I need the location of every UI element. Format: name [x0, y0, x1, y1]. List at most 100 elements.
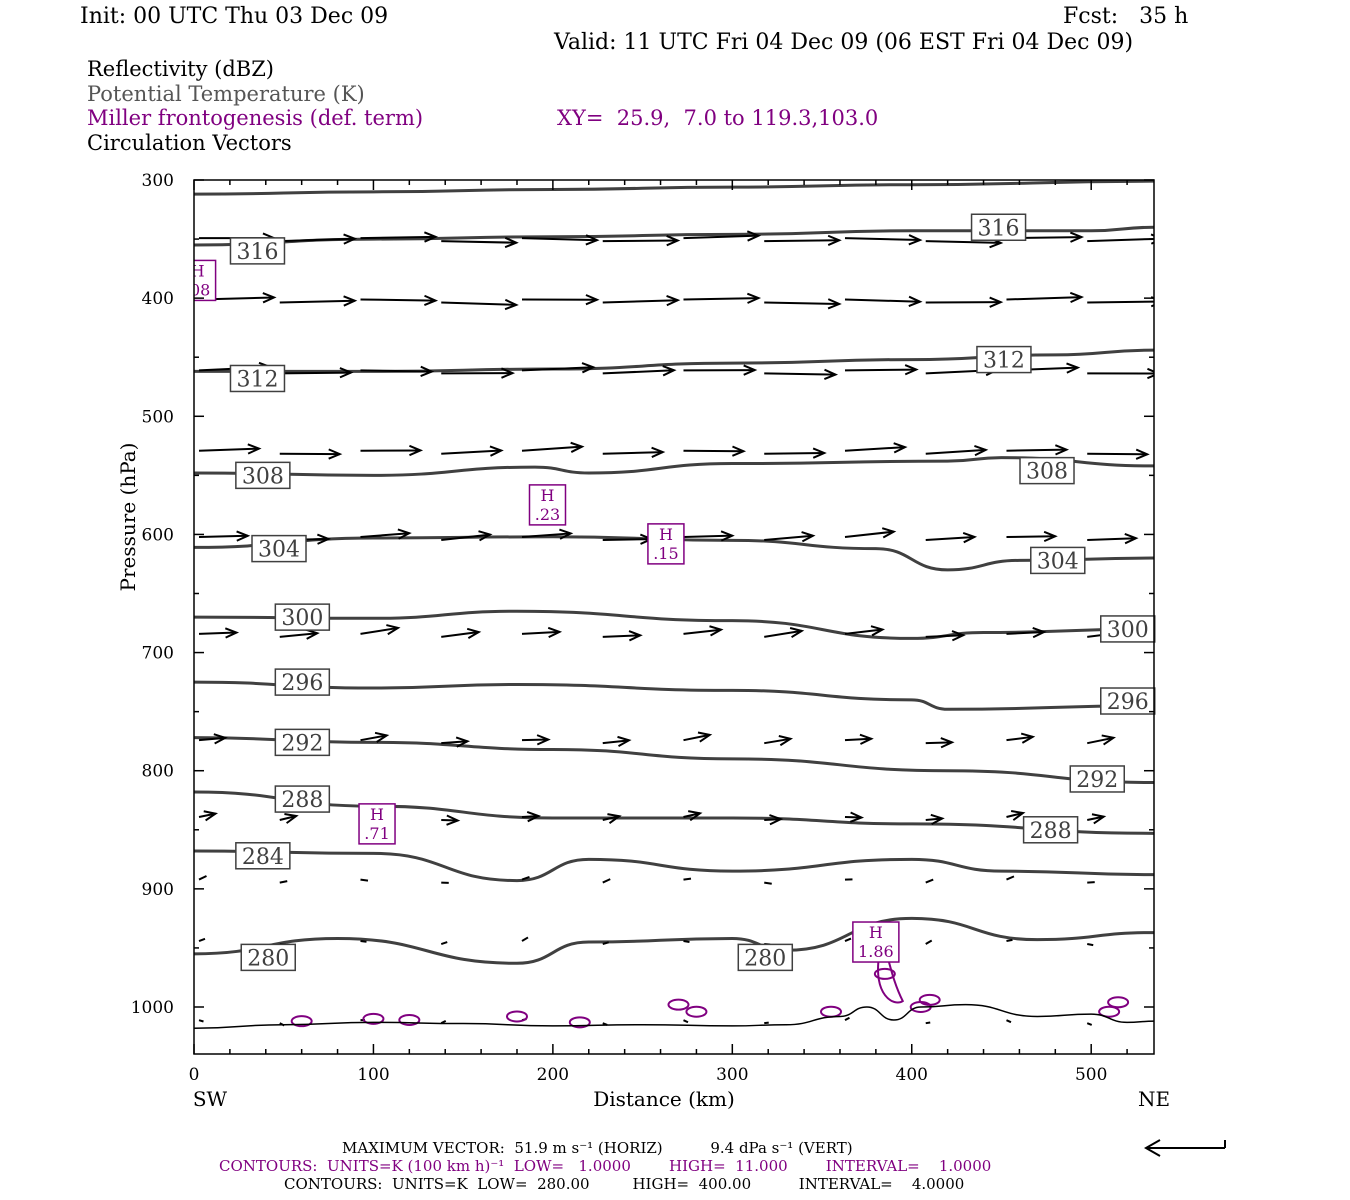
- theta-label: 288: [1022, 816, 1079, 844]
- frontogenesis-max-box: H1.86: [852, 921, 900, 963]
- vector-arrow: [764, 881, 772, 885]
- vector-arrow: [683, 530, 735, 542]
- theta-label-text: 292: [281, 731, 323, 756]
- vector-arrow: [925, 296, 1004, 308]
- vector-arrow: [1006, 291, 1085, 304]
- vector-arrow: [1087, 533, 1139, 545]
- vector-arrow: [521, 234, 600, 246]
- vector-arrow: [279, 448, 343, 460]
- frontogenesis-contour: [1107, 996, 1130, 1009]
- theta-label: 280: [737, 943, 794, 971]
- vector-arrow: [198, 530, 251, 542]
- vector-arrow: [198, 1019, 204, 1023]
- y-tick-label: 800: [142, 762, 174, 782]
- theta-label: 312: [976, 345, 1032, 374]
- vector-arrow: [844, 1016, 850, 1022]
- vector-arrow: [1006, 1019, 1012, 1024]
- frontogenesis-contour: [918, 993, 941, 1006]
- theta-label: 304: [1030, 546, 1086, 574]
- vector-arrow: [925, 444, 989, 457]
- vector-arrow: [844, 937, 852, 942]
- theta-label: 304: [251, 534, 307, 563]
- vector-arrow: [925, 737, 955, 749]
- vector-arrow: [441, 530, 493, 542]
- vector-arrow: [1006, 444, 1070, 456]
- theta-label-text: 288: [1030, 819, 1072, 844]
- terrain-line: [194, 1003, 1154, 1030]
- theta-label-text: 316: [236, 240, 278, 265]
- vector-arrow: [683, 445, 747, 457]
- vector-arrow: [360, 528, 412, 540]
- theta-label-text: 296: [281, 671, 323, 696]
- vector-arrow: [764, 531, 816, 543]
- legend-miller: Miller frontogenesis (def. term): [87, 106, 424, 130]
- frontogenesis-max-h: H: [191, 261, 205, 280]
- theta-label: 316: [970, 213, 1027, 241]
- theta-labels: 316 316 312 312 308 308 304 304 300 300 296 296 292 2…: [229, 213, 1156, 971]
- vector-arrow: [521, 811, 542, 823]
- theta-contour-300: [194, 609, 1154, 640]
- vector-arrow: [844, 295, 923, 307]
- frontogenesis-contour: [398, 1013, 421, 1026]
- frontogenesis-contour: [873, 967, 896, 980]
- footer-max-vector: MAXIMUM VECTOR: 51.9 m s⁻¹ (HORIZ) 9.4 d…: [342, 1139, 853, 1157]
- frontogenesis-contour: [820, 1005, 843, 1018]
- vector-arrow: [279, 880, 288, 884]
- y-tick-label: 700: [142, 644, 174, 664]
- vector-arrow: [1087, 448, 1150, 460]
- vector-arrow: [602, 294, 681, 307]
- theta-label: 308: [235, 461, 291, 489]
- theta-label-text: 296: [1107, 690, 1149, 715]
- vector-arrow: [1086, 1022, 1093, 1026]
- vector-arrow: [764, 814, 784, 826]
- vector-arrow: [441, 445, 504, 457]
- theta-label-text: 280: [744, 946, 786, 971]
- vector-arrow: [279, 233, 358, 245]
- theta-label-text: 288: [281, 788, 323, 813]
- vector-arrow: [602, 813, 622, 825]
- vector-arrow: [521, 936, 529, 942]
- y-axis-label: Pressure (hPa): [116, 443, 140, 592]
- frontogenesis-contour: [290, 1015, 313, 1028]
- plot-frame: [193, 179, 1155, 1055]
- legend-vectors: Circulation Vectors: [87, 131, 292, 155]
- frontogenesis-max-h: H: [541, 486, 555, 505]
- vector-arrow: [844, 442, 908, 454]
- vector-arrow: [925, 630, 966, 642]
- vector-arrow: [925, 813, 945, 826]
- vector-arrow: [844, 625, 886, 637]
- theta-label-text: 308: [242, 464, 284, 489]
- vector-arrow: [764, 368, 839, 380]
- frontogenesis-contour: [667, 998, 690, 1011]
- theta-label-text: 312: [983, 349, 1025, 374]
- vector-arrow: [441, 298, 519, 311]
- theta-contours: [194, 180, 1154, 965]
- theta-label: 292: [1069, 765, 1126, 793]
- vector-arrow: [360, 940, 367, 943]
- vector-arrow: [521, 734, 551, 746]
- frontogenesis-contour: [568, 1016, 591, 1029]
- vector-arrow: [602, 446, 666, 458]
- theta-contour-280: [194, 916, 1154, 965]
- vector-arrow: [683, 1019, 689, 1024]
- theta-contour-292: [194, 736, 1154, 785]
- frontogenesis-max-value: .71: [364, 824, 389, 843]
- x-tick-label: 300: [716, 1065, 748, 1085]
- vector-arrow: [360, 731, 390, 743]
- vector-arrow: [1087, 734, 1116, 746]
- init-time: Init: 00 UTC Thu 03 Dec 09: [80, 4, 389, 29]
- vector-arrow: [764, 627, 805, 639]
- vector-arrow: [360, 365, 435, 377]
- vector-arrow: [441, 627, 482, 639]
- theta-label-text: 308: [1026, 460, 1068, 485]
- valid-time: Valid: 11 UTC Fri 04 Dec 09 (06 EST Fri …: [554, 30, 1134, 55]
- y-tick-label: 300: [142, 171, 174, 191]
- frontogenesis-max-value: 1.86: [858, 942, 894, 961]
- frontogenesis-max-h: H: [659, 525, 673, 544]
- theta-label: 312: [229, 364, 286, 392]
- legend-reflectivity: Reflectivity (dBZ): [87, 57, 275, 81]
- vector-arrow: [198, 875, 207, 881]
- endpoint-left: SW: [193, 1087, 228, 1111]
- frontogenesis-max-value: .23: [535, 505, 560, 524]
- endpoint-right: NE: [1138, 1087, 1170, 1111]
